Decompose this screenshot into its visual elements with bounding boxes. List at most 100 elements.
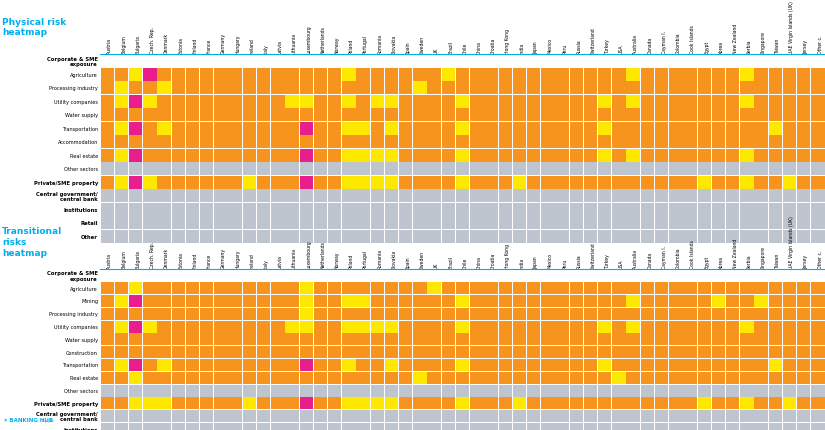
Bar (413, 217, 427, 230)
Bar (356, 321, 370, 333)
Bar (271, 359, 285, 371)
Text: Cayman I.: Cayman I. (662, 31, 667, 54)
Bar (669, 334, 682, 345)
Bar (683, 283, 697, 295)
Text: Transitional
risks
heatmap: Transitional risks heatmap (2, 227, 62, 257)
Bar (413, 109, 427, 122)
Bar (612, 109, 625, 122)
Bar (257, 397, 271, 409)
Bar (612, 397, 625, 409)
Bar (612, 423, 625, 430)
Bar (342, 217, 356, 230)
Bar (144, 82, 157, 95)
Bar (299, 346, 313, 358)
Bar (129, 109, 143, 122)
Bar (612, 69, 625, 81)
Bar (299, 334, 313, 345)
Bar (811, 372, 825, 384)
Bar (555, 82, 568, 95)
Bar (669, 69, 682, 81)
Bar (498, 82, 512, 95)
Bar (811, 334, 825, 345)
Bar (129, 176, 143, 189)
Text: UAE Virgin Islands (UK): UAE Virgin Islands (UK) (790, 215, 794, 268)
Bar (271, 346, 285, 358)
Bar (527, 150, 540, 162)
Bar (115, 136, 128, 149)
Bar (669, 123, 682, 135)
Bar (441, 69, 455, 81)
Text: Chile: Chile (463, 43, 468, 54)
Bar (229, 410, 242, 422)
Bar (158, 150, 171, 162)
Bar (712, 136, 725, 149)
Bar (655, 69, 668, 81)
Text: Serbia: Serbia (747, 40, 752, 54)
Bar (655, 359, 668, 371)
Bar (641, 423, 654, 430)
Bar (257, 136, 271, 149)
Bar (555, 321, 568, 333)
Bar (314, 397, 328, 409)
Bar (484, 397, 497, 409)
Bar (257, 217, 271, 230)
Bar (740, 95, 753, 108)
Bar (584, 217, 597, 230)
Bar (811, 136, 825, 149)
Bar (285, 123, 299, 135)
Bar (484, 334, 497, 345)
Bar (541, 136, 554, 149)
Bar (541, 295, 554, 307)
Bar (172, 423, 185, 430)
Bar (186, 150, 199, 162)
Bar (612, 283, 625, 295)
Bar (769, 109, 782, 122)
Text: Jersey: Jersey (804, 40, 808, 54)
Bar (513, 190, 526, 203)
Bar (384, 150, 398, 162)
Bar (527, 95, 540, 108)
Bar (683, 334, 697, 345)
Bar (740, 321, 753, 333)
Bar (172, 308, 185, 320)
Bar (413, 203, 427, 216)
Bar (144, 346, 157, 358)
Bar (598, 397, 611, 409)
Bar (186, 397, 199, 409)
Bar (769, 69, 782, 81)
Bar (314, 95, 328, 108)
Bar (229, 384, 242, 396)
Bar (626, 123, 640, 135)
Bar (456, 321, 469, 333)
Bar (186, 69, 199, 81)
Bar (555, 230, 568, 243)
Bar (285, 190, 299, 203)
Bar (399, 82, 412, 95)
Text: Hong Kong: Hong Kong (505, 243, 510, 268)
Bar (413, 423, 427, 430)
Bar (200, 372, 214, 384)
Bar (726, 176, 739, 189)
Bar (384, 95, 398, 108)
Bar (513, 109, 526, 122)
Bar (769, 359, 782, 371)
Bar (470, 163, 483, 175)
Bar (541, 359, 554, 371)
Bar (527, 136, 540, 149)
Bar (384, 123, 398, 135)
Bar (641, 384, 654, 396)
Bar (158, 176, 171, 189)
Bar (384, 109, 398, 122)
Bar (186, 283, 199, 295)
Bar (384, 82, 398, 95)
Text: New Zealand: New Zealand (733, 238, 738, 268)
Bar (285, 230, 299, 243)
Bar (612, 359, 625, 371)
Bar (200, 423, 214, 430)
Bar (129, 423, 143, 430)
Bar (569, 283, 583, 295)
Text: Peru: Peru (562, 44, 567, 54)
Bar (683, 384, 697, 396)
Bar (243, 190, 256, 203)
Bar (285, 308, 299, 320)
